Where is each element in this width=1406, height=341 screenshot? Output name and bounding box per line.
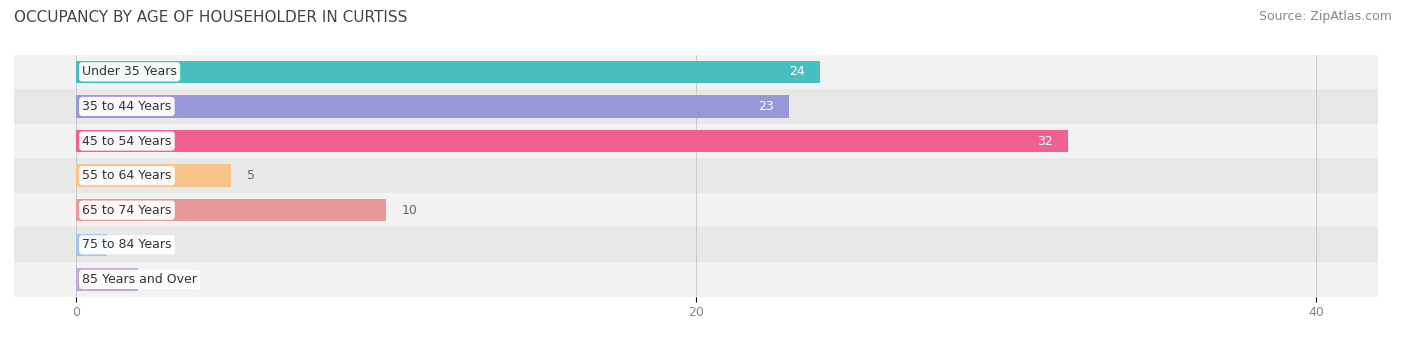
Bar xyxy=(14,227,1378,262)
Bar xyxy=(76,234,107,256)
Bar xyxy=(76,95,789,118)
Text: 10: 10 xyxy=(402,204,418,217)
Bar xyxy=(76,199,387,221)
Text: 2: 2 xyxy=(153,273,162,286)
Text: 55 to 64 Years: 55 to 64 Years xyxy=(82,169,172,182)
Bar xyxy=(14,193,1378,227)
Text: 23: 23 xyxy=(758,100,773,113)
Text: 32: 32 xyxy=(1036,135,1053,148)
Text: Source: ZipAtlas.com: Source: ZipAtlas.com xyxy=(1258,10,1392,23)
Bar xyxy=(14,124,1378,158)
Bar xyxy=(76,130,1069,152)
Text: 75 to 84 Years: 75 to 84 Years xyxy=(82,238,172,251)
Text: 35 to 44 Years: 35 to 44 Years xyxy=(82,100,172,113)
Bar xyxy=(76,268,138,291)
Bar xyxy=(14,262,1378,297)
Text: 65 to 74 Years: 65 to 74 Years xyxy=(82,204,172,217)
Text: Under 35 Years: Under 35 Years xyxy=(82,65,177,78)
Bar xyxy=(14,55,1378,89)
Text: 85 Years and Over: 85 Years and Over xyxy=(82,273,197,286)
Bar xyxy=(14,158,1378,193)
Text: OCCUPANCY BY AGE OF HOUSEHOLDER IN CURTISS: OCCUPANCY BY AGE OF HOUSEHOLDER IN CURTI… xyxy=(14,10,408,25)
Text: 24: 24 xyxy=(789,65,804,78)
Bar xyxy=(76,61,820,83)
Text: 1: 1 xyxy=(122,238,131,251)
Bar xyxy=(14,89,1378,124)
Bar xyxy=(76,164,231,187)
Text: 45 to 54 Years: 45 to 54 Years xyxy=(82,135,172,148)
Text: 5: 5 xyxy=(246,169,254,182)
